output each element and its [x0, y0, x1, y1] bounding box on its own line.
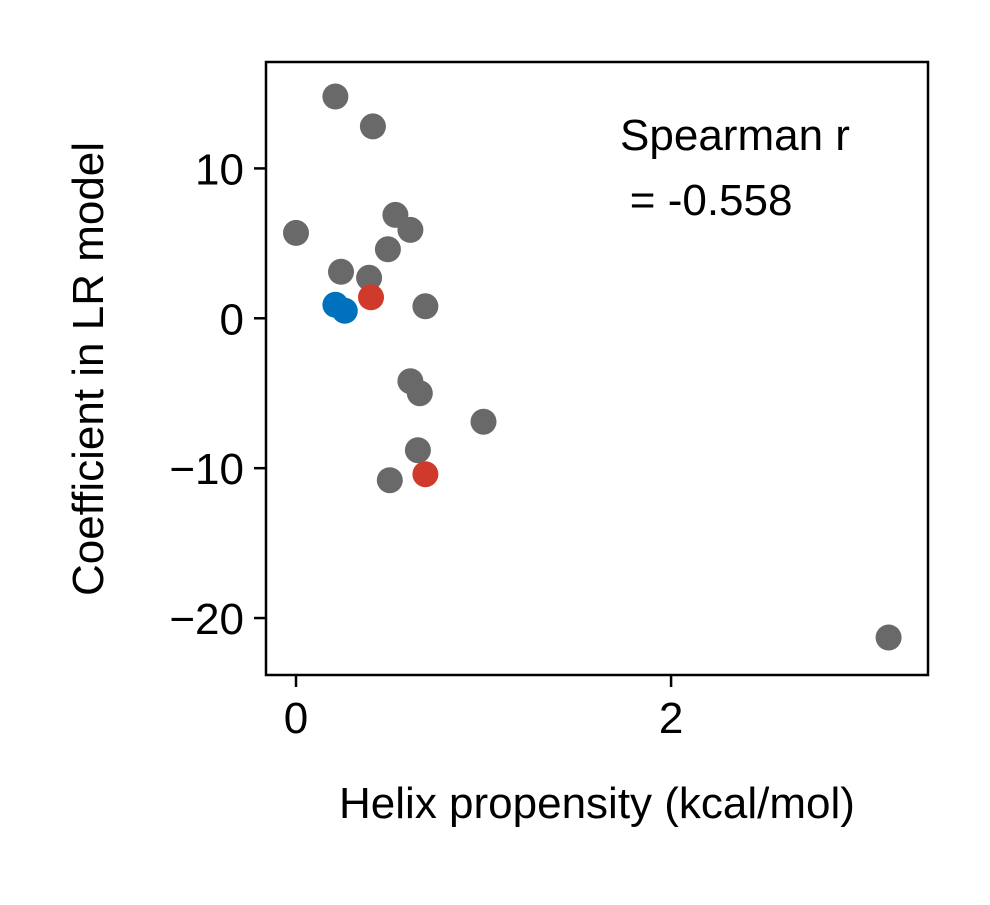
x-tick-label-1: 2 — [659, 694, 683, 743]
data-point-blue-18 — [331, 297, 358, 324]
data-point-gray-12 — [404, 437, 431, 464]
data-point-gray-14 — [875, 624, 902, 651]
data-point-red-16 — [412, 461, 439, 488]
plot-frame — [264, 60, 930, 677]
y-tick-label-1: −10 — [169, 445, 244, 494]
data-point-gray-13 — [376, 467, 403, 494]
data-point-gray-10 — [406, 380, 433, 407]
y-tick-label-2: 0 — [220, 295, 244, 344]
data-point-gray-6 — [328, 258, 354, 285]
points-layer — [283, 83, 902, 651]
ticks-layer: 0 2 −20 −10 0 10 — [169, 145, 683, 743]
x-tick-label-0: 0 — [284, 694, 308, 743]
data-point-red-15 — [358, 284, 384, 311]
data-point-gray-7 — [356, 264, 383, 291]
data-point-gray-11 — [470, 408, 497, 435]
data-point-gray-0 — [322, 83, 349, 110]
data-point-gray-5 — [374, 236, 401, 263]
y-tick-label-0: −20 — [169, 595, 244, 644]
spearman-annotation-line1: Spearman r — [620, 111, 850, 160]
y-axis-label: Coefficient in LR model — [64, 142, 113, 596]
data-point-gray-8 — [412, 293, 439, 320]
data-point-gray-2 — [283, 219, 309, 246]
x-axis-label: Helix propensity (kcal/mol) — [339, 779, 855, 828]
spearman-annotation-line2: = -0.558 — [618, 176, 793, 225]
data-point-gray-4 — [397, 216, 424, 243]
data-point-gray-1 — [359, 113, 386, 140]
y-tick-label-3: 10 — [195, 145, 244, 194]
